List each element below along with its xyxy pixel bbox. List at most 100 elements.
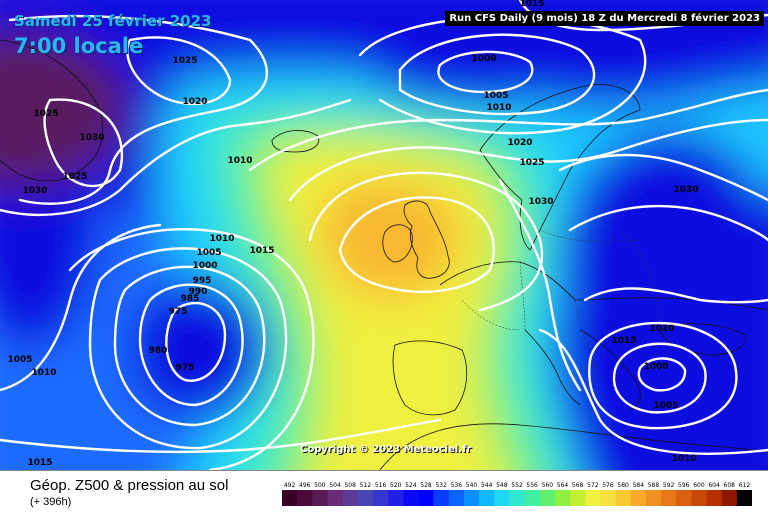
colour-scale-legend: 492 496 500 504 508 512 516 520 524 528 532 536 540 5… — [282, 482, 752, 506]
isobar-label: 1030 — [79, 133, 104, 143]
isobar-label: 985 — [181, 294, 200, 304]
legend-tick-label: 496 — [299, 482, 311, 489]
legend-colour-swatch — [630, 490, 647, 506]
legend-tick-label: 556 — [526, 482, 538, 489]
legend-colour-swatch — [570, 490, 586, 506]
coast-italy — [524, 329, 581, 406]
legend-tick-label: 500 — [314, 482, 326, 489]
isobar-label: 1005 — [7, 355, 32, 365]
isobar-label: 1010 — [31, 368, 56, 378]
legend-tick-label: 532 — [435, 482, 447, 489]
legend-colour-swatch — [706, 490, 722, 506]
field-atlantic-low — [130, 280, 270, 420]
legend-tick-label: 504 — [329, 482, 341, 489]
coast-iceland — [271, 130, 320, 153]
legend-tick-label: 612 — [739, 482, 751, 489]
isobar — [538, 328, 768, 455]
coast-greenland — [0, 39, 103, 182]
legend-colour-swatch — [297, 490, 313, 506]
isobar-label: 1005 — [653, 401, 678, 411]
isobar-label: 1015 — [611, 336, 636, 346]
legend-colour-swatch — [661, 490, 677, 506]
legend-colour-swatch — [585, 490, 601, 506]
borders — [461, 229, 661, 381]
isobar-label: 1015 — [249, 246, 274, 256]
legend-tick-label: 592 — [663, 482, 675, 489]
legend-tick-label: 512 — [360, 482, 372, 489]
legend-colour-swatch — [403, 490, 419, 506]
isobar — [583, 287, 768, 304]
field-north-low — [370, 35, 590, 105]
legend-tick-label: 536 — [451, 482, 463, 489]
isobar — [68, 228, 315, 470]
legend-tick-label: 564 — [557, 482, 569, 489]
legend-tick-label: 544 — [481, 482, 493, 489]
field-east-europe — [560, 130, 768, 390]
isobar-label: 1030 — [673, 185, 698, 195]
border-3 — [574, 299, 601, 381]
legend-colour-swatch — [448, 490, 465, 506]
geopotential-field — [0, 0, 768, 470]
legend-tick-label: 608 — [724, 482, 736, 489]
isobar — [8, 14, 268, 205]
isobar-label: 995 — [193, 276, 212, 286]
coast-great-britain — [403, 200, 450, 279]
legend-colour-swatch — [736, 490, 752, 506]
field-orange — [321, 181, 461, 299]
isobar — [558, 153, 768, 202]
isobar-label: 975 — [169, 307, 188, 317]
legend-tick-label: 568 — [572, 482, 584, 489]
legend-tick-label: 524 — [405, 482, 417, 489]
legend-tick-label: 576 — [602, 482, 614, 489]
legend-tick-label: 516 — [375, 482, 387, 489]
legend-colour-swatch — [327, 490, 343, 506]
isobar — [43, 98, 123, 188]
legend-colour-swatch — [433, 490, 450, 506]
isobar-label: 1010 — [227, 156, 252, 166]
legend-tick-label: 596 — [678, 482, 690, 489]
legend-tick-label: 580 — [617, 482, 629, 489]
legend-colour-swatch — [554, 490, 571, 506]
legend-colour-swatch — [372, 490, 389, 506]
legend-tick-label: 540 — [466, 482, 478, 489]
field-greenland-low — [0, 30, 130, 190]
isobar-label: 1025 — [172, 56, 197, 66]
isobar-label: 1030 — [22, 186, 47, 196]
legend-tick-label: 508 — [344, 482, 356, 489]
coast-scandinavia — [479, 84, 641, 251]
legend-tick-label: 492 — [284, 482, 296, 489]
legend-tick-label: 604 — [708, 482, 720, 489]
legend-tick-label: 528 — [420, 482, 432, 489]
coast-ireland — [382, 224, 413, 263]
run-info-banner: Run CFS Daily (9 mois) 18 Z du Mercredi … — [445, 11, 764, 26]
product-label: Géop. Z500 & pression au sol — [30, 477, 229, 494]
isobar-label: 975 — [176, 363, 195, 373]
isobar — [126, 36, 232, 106]
isobar-label: 1000 — [643, 362, 668, 372]
isobar — [308, 171, 543, 312]
isobar — [88, 247, 288, 450]
legend-tick-label: 572 — [587, 482, 599, 489]
border-1 — [461, 299, 521, 331]
isobar-label: 1030 — [528, 197, 553, 207]
border-5 — [539, 229, 641, 243]
isobar — [113, 265, 266, 427]
legend-colour-swatch — [600, 490, 616, 506]
legend-colour-swatch — [615, 490, 632, 506]
coast-iberia — [392, 340, 468, 416]
legend-tick-label: 584 — [633, 482, 645, 489]
isobar-label: 1025 — [519, 158, 544, 168]
legend-tick-label: 548 — [496, 482, 508, 489]
isobar — [612, 342, 707, 414]
legend-colour-swatch — [645, 490, 662, 506]
isobar-label: 1000 — [192, 261, 217, 271]
coast-balkans — [579, 329, 641, 411]
isobar — [288, 118, 768, 202]
isobar — [637, 357, 687, 392]
legend-colour-swatch — [676, 490, 692, 506]
legend-colour-swatch — [691, 490, 707, 506]
legend-colour-swatch — [524, 490, 541, 506]
isobar-label: 1025 — [33, 109, 58, 119]
forecast-map: 1015 1025 1020 1025 1030 1030 1025 1010 1000 1005… — [0, 0, 768, 470]
